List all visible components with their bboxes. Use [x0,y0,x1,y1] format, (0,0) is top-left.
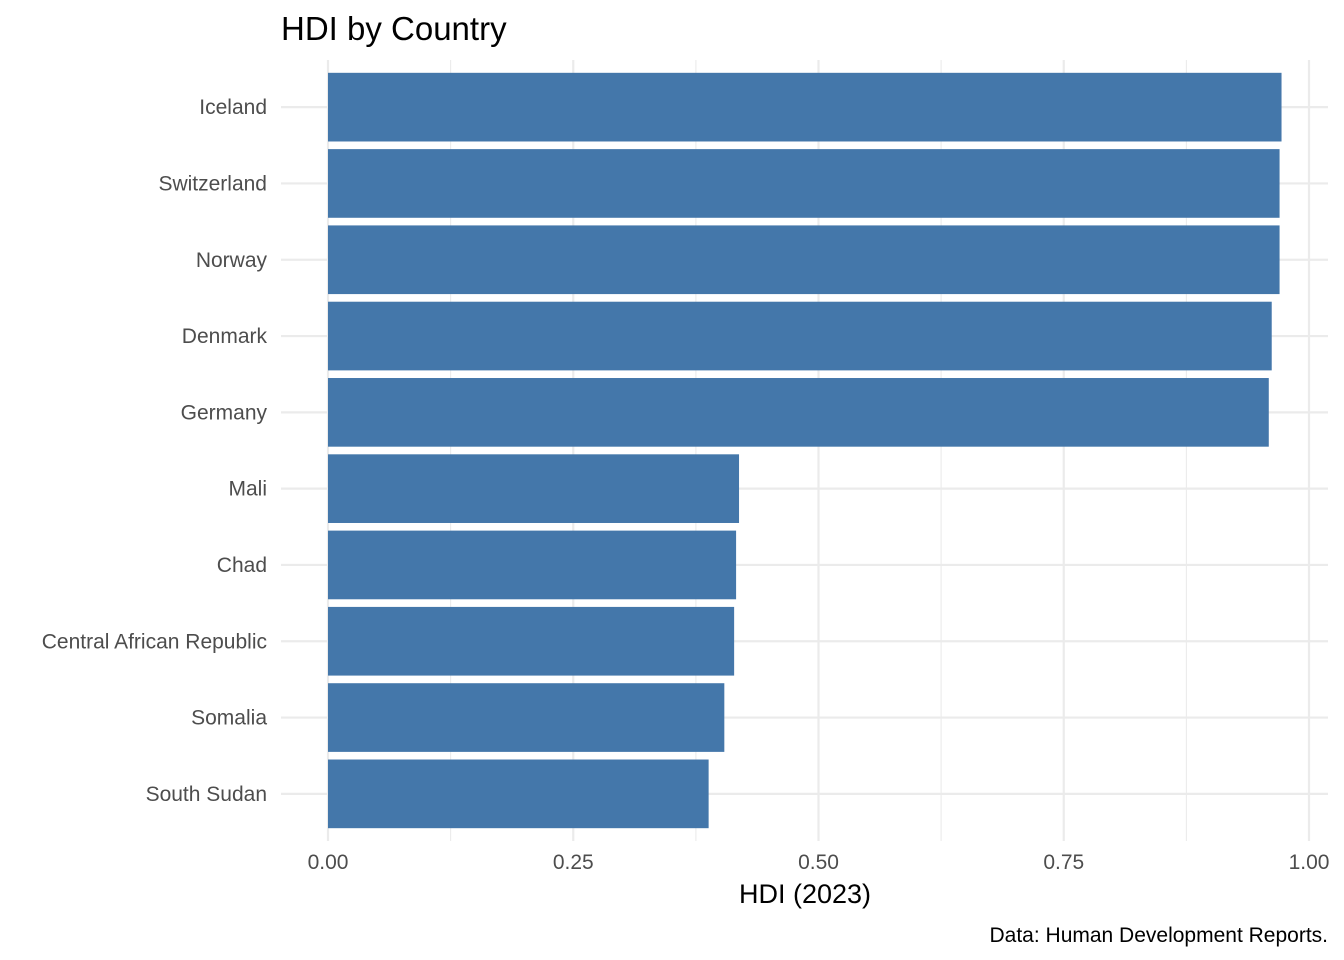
y-tick-label: South Sudan [146,783,267,806]
x-tick-label: 0.75 [1043,851,1084,874]
bar-iceland [328,72,1282,142]
bar-mali [328,454,740,523]
bar-denmark [328,301,1272,371]
bars [328,72,1282,829]
bar-somalia [328,683,725,752]
y-tick-label: Central African Republic [42,630,267,653]
bar-south-sudan [328,759,709,829]
bar-chad [328,530,737,600]
y-tick-label: Germany [181,401,268,424]
bar-central-african-republic [328,606,735,676]
y-tick-label: Somalia [191,707,267,730]
x-axis-labels: 0.00 0.25 0.50 0.75 1.00 [308,851,1330,874]
y-axis-labels: Iceland Switzerland Norway Denmark Germany Ma… [42,96,268,806]
x-tick-label: 0.25 [553,851,594,874]
y-tick-label: Chad [217,554,267,577]
y-tick-label: Iceland [199,96,267,119]
y-tick-label: Switzerland [158,172,267,195]
bar-germany [328,378,1269,447]
x-tick-label: 0.00 [308,851,349,874]
y-tick-label: Denmark [182,325,268,348]
chart-title: HDI by Country [281,10,507,47]
bar-norway [328,225,1280,295]
x-tick-label: 0.50 [798,851,839,874]
bar-switzerland [328,149,1280,218]
y-tick-label: Mali [228,478,267,501]
chart-caption: Data: Human Development Reports. [990,924,1329,947]
y-tick-label: Norway [196,249,268,272]
x-tick-label: 1.00 [1289,851,1330,874]
x-axis-title: HDI (2023) [739,879,871,909]
